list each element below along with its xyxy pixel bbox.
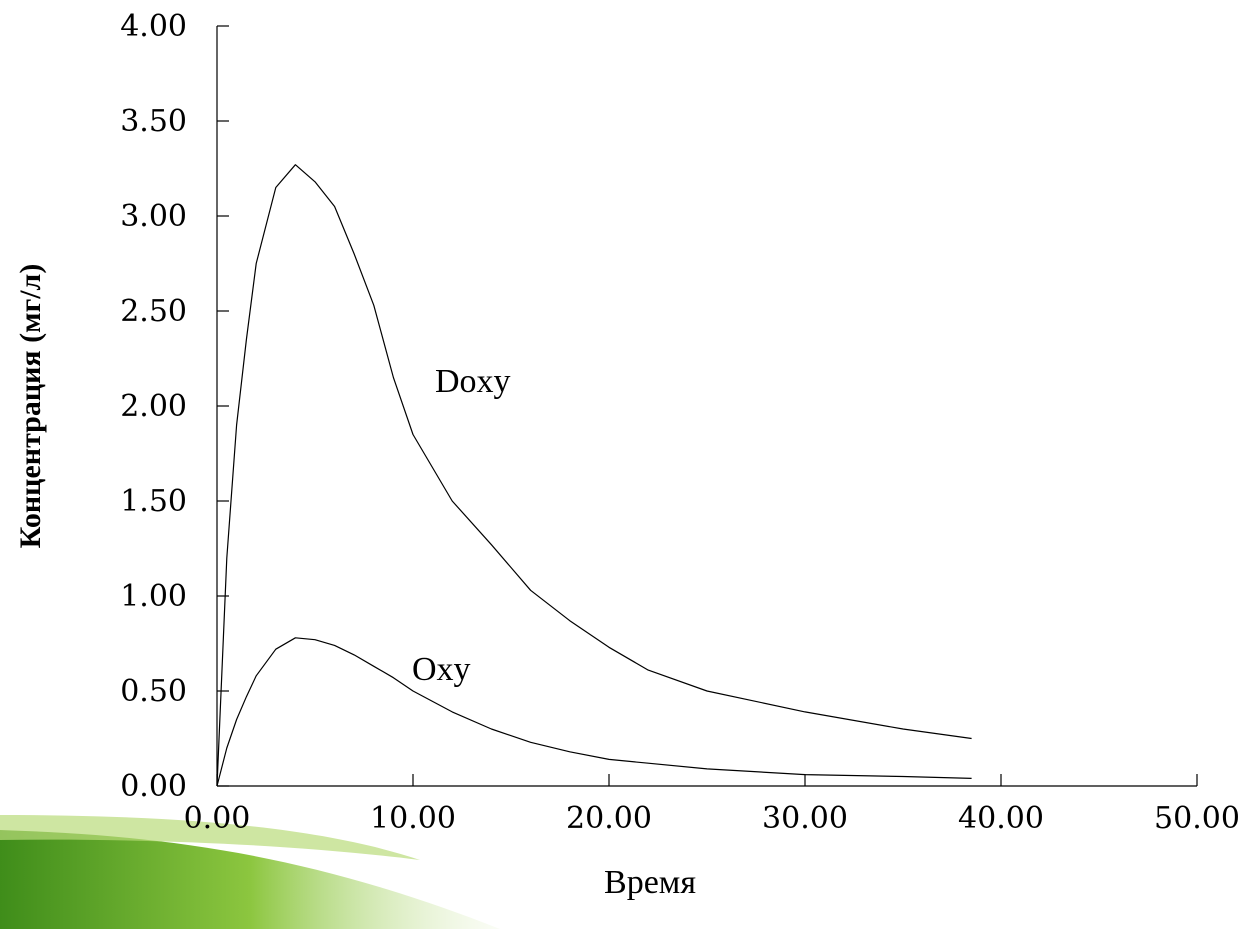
x-tick-label: 0.00 (184, 801, 251, 836)
y-tick-label: 0.00 (120, 769, 187, 804)
x-tick-label: 30.00 (762, 801, 848, 836)
y-tick-label: 0.50 (120, 674, 187, 709)
y-tick-label: 2.00 (120, 389, 187, 424)
y-tick-label: 3.50 (120, 104, 187, 139)
x-axis-label: Время (604, 864, 696, 901)
decor-swoosh (0, 830, 500, 929)
y-tick-label: 1.00 (120, 579, 187, 614)
series-label: Oxy (412, 651, 471, 688)
x-tick-label: 20.00 (566, 801, 652, 836)
y-tick-label: 1.50 (120, 484, 187, 519)
y-tick-label: 2.50 (120, 294, 187, 329)
data-line (216, 164, 972, 787)
series-label: Doxy (435, 363, 511, 400)
decor-swoosh-light (0, 815, 420, 860)
x-tick-label: 10.00 (370, 801, 456, 836)
x-tick-label: 50.00 (1154, 801, 1240, 836)
y-axis-label: Концентрация (мг/л) (14, 264, 47, 549)
y-tick-label: 3.00 (120, 199, 187, 234)
data-line (216, 637, 972, 787)
x-tick-label: 40.00 (958, 801, 1044, 836)
y-tick-label: 4.00 (120, 9, 187, 44)
